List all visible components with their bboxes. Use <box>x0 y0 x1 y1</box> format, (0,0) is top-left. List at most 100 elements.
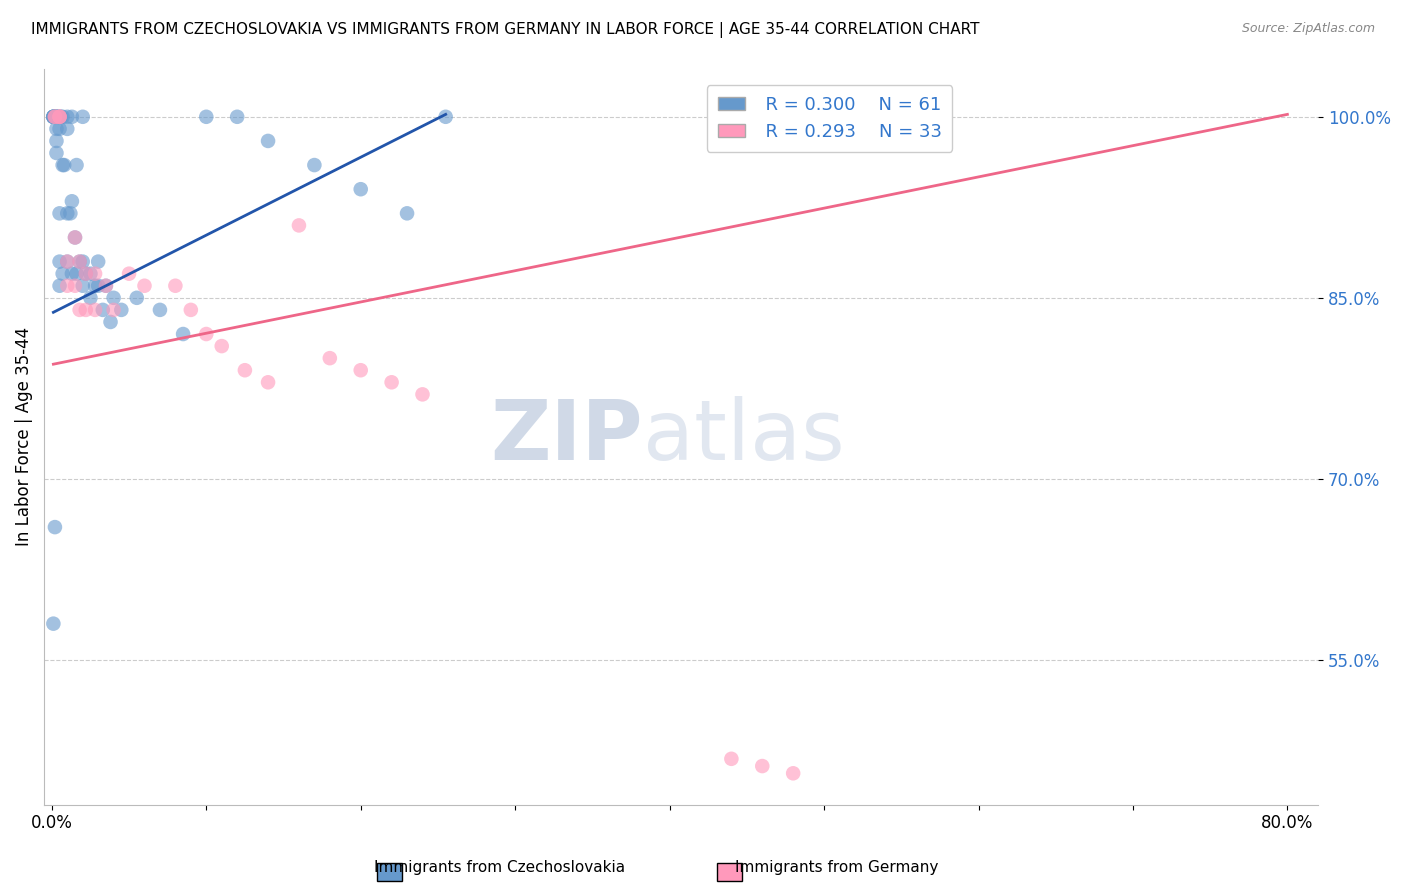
Point <box>60 110 83 124</box>
Point <box>45 110 67 124</box>
Point <box>45 110 67 124</box>
Point <box>172 326 194 341</box>
Point <box>381 376 404 390</box>
Point <box>63 230 86 244</box>
Point <box>69 254 91 268</box>
Point <box>48 110 70 124</box>
Point <box>48 278 70 293</box>
Point <box>84 278 107 293</box>
Text: Source: ZipAtlas.com: Source: ZipAtlas.com <box>1241 22 1375 36</box>
Point <box>42 110 65 124</box>
Text: Immigrants from Germany: Immigrants from Germany <box>735 861 938 875</box>
Point <box>65 267 87 281</box>
Point <box>211 339 233 353</box>
Point <box>149 302 172 317</box>
Point <box>42 616 65 631</box>
Point <box>44 110 66 124</box>
Point <box>48 254 70 268</box>
Point <box>60 267 83 281</box>
Point <box>56 121 79 136</box>
Point <box>56 254 79 268</box>
Point <box>48 110 70 124</box>
Point <box>45 134 67 148</box>
Point <box>63 278 86 293</box>
Point <box>304 158 326 172</box>
Point <box>782 766 804 780</box>
Point <box>48 206 70 220</box>
Point <box>56 110 79 124</box>
Point <box>69 254 91 268</box>
Point <box>45 121 67 136</box>
Point <box>56 206 79 220</box>
Point <box>91 302 114 317</box>
Point <box>257 134 280 148</box>
Point <box>60 194 83 209</box>
Point <box>257 376 280 390</box>
Point <box>195 326 218 341</box>
Point <box>42 110 65 124</box>
Point <box>319 351 342 366</box>
Point <box>56 254 79 268</box>
Point <box>63 230 86 244</box>
Point <box>56 278 79 293</box>
Point <box>226 110 249 124</box>
Point <box>52 110 75 124</box>
Point <box>42 110 65 124</box>
Point <box>42 110 65 124</box>
Point <box>44 110 66 124</box>
Point <box>350 363 373 377</box>
Point <box>46 110 69 124</box>
Point <box>396 206 419 220</box>
Point <box>720 752 742 766</box>
Point <box>75 302 97 317</box>
Point <box>103 302 125 317</box>
Point <box>110 302 132 317</box>
Point <box>72 278 94 293</box>
Point <box>411 387 433 401</box>
Point <box>69 302 91 317</box>
Point <box>434 110 457 124</box>
Point <box>44 110 66 124</box>
Point <box>233 363 256 377</box>
Legend:   R = 0.300    N = 61,   R = 0.293    N = 33: R = 0.300 N = 61, R = 0.293 N = 33 <box>707 85 952 152</box>
Point <box>288 219 311 233</box>
Point <box>48 110 70 124</box>
Point <box>42 110 65 124</box>
Point <box>84 267 107 281</box>
Text: atlas: atlas <box>643 396 845 477</box>
Point <box>45 110 67 124</box>
Text: ZIP: ZIP <box>491 396 643 477</box>
Point <box>59 206 82 220</box>
Point <box>48 121 70 136</box>
Point <box>79 267 101 281</box>
Point <box>75 267 97 281</box>
Y-axis label: In Labor Force | Age 35-44: In Labor Force | Age 35-44 <box>15 327 32 546</box>
Text: IMMIGRANTS FROM CZECHOSLOVAKIA VS IMMIGRANTS FROM GERMANY IN LABOR FORCE | AGE 3: IMMIGRANTS FROM CZECHOSLOVAKIA VS IMMIGR… <box>31 22 980 38</box>
Point <box>45 146 67 161</box>
Point <box>100 315 122 329</box>
Point <box>94 278 117 293</box>
Text: Immigrants from Czechoslovakia: Immigrants from Czechoslovakia <box>374 861 624 875</box>
Point <box>72 254 94 268</box>
Point <box>52 267 75 281</box>
Point <box>72 110 94 124</box>
Point <box>44 520 66 534</box>
Point <box>53 158 76 172</box>
Point <box>134 278 156 293</box>
Point <box>79 291 101 305</box>
Point <box>65 158 87 172</box>
Point <box>751 759 773 773</box>
Point <box>52 158 75 172</box>
Point <box>103 291 125 305</box>
Point <box>87 254 110 268</box>
Point <box>118 267 141 281</box>
Point <box>84 302 107 317</box>
Point <box>87 278 110 293</box>
Point <box>180 302 202 317</box>
Point <box>195 110 218 124</box>
Point <box>49 110 72 124</box>
Point <box>125 291 148 305</box>
Point <box>75 267 97 281</box>
Point <box>48 110 70 124</box>
Point <box>350 182 373 196</box>
